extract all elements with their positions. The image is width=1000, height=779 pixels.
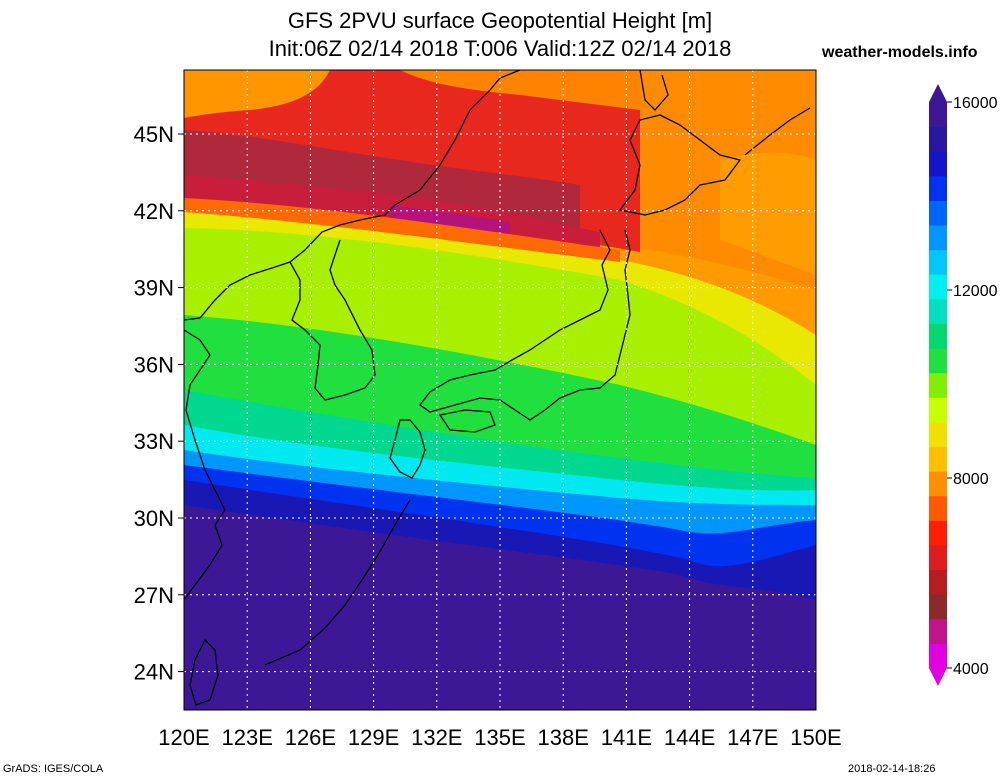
band-magenta <box>390 205 510 235</box>
latitude-label: 24N <box>134 660 174 685</box>
coastline-sakhalin <box>639 69 669 111</box>
colorbar-segment <box>929 544 947 571</box>
latitude-label: 42N <box>134 199 174 224</box>
colorbar-segment <box>929 569 947 595</box>
coastlines <box>183 69 811 706</box>
colorbar-segment <box>929 151 947 177</box>
map-plot-area <box>184 70 816 710</box>
longitude-label: 129E <box>348 725 399 750</box>
colorbar-label: 16000 <box>953 95 998 112</box>
longitude-label: 120E <box>158 725 209 750</box>
colorbar: 16000 12000 8000 4000 <box>929 84 998 686</box>
site-credit: weather-models.info <box>822 44 978 61</box>
colorbar-segment <box>929 274 947 300</box>
colorbar-segment <box>929 643 947 669</box>
coastline-asia-mainland <box>183 69 521 321</box>
coastline-taiwan <box>189 638 219 706</box>
colorbar-segment <box>929 618 947 644</box>
colorbar-segment <box>929 372 947 398</box>
colorbar-segment <box>929 397 947 423</box>
longitude-label: 135E <box>474 725 525 750</box>
colorbar-segment <box>929 446 947 472</box>
band-orange-north <box>400 70 640 110</box>
band-orange-east <box>720 152 816 275</box>
colorbar-segment <box>929 225 947 251</box>
latitude-label: 30N <box>134 506 174 531</box>
longitude-labels: 120E 123E 126E 129E 132E 135E 138E 141E 144E 147E… <box>158 725 841 750</box>
plot-frame <box>183 69 817 711</box>
map-title: GFS 2PVU surface Geopotential Height [m] <box>287 8 713 33</box>
footer-credit: GrADS: IGES/COLA <box>3 763 104 775</box>
colorbar-segment <box>929 520 947 546</box>
longitude-label: 144E <box>664 725 715 750</box>
map-subtitle: Init:06Z 02/14 2018 T:006 Valid:12Z 02/1… <box>268 36 732 61</box>
longitude-label: 141E <box>601 725 652 750</box>
colorbar-segment <box>929 323 947 349</box>
colorbar-segment <box>929 471 947 497</box>
band-orange-nw <box>184 70 330 118</box>
coastline-hokkaido <box>618 114 742 216</box>
colorbar-label: 8000 <box>953 471 989 488</box>
longitude-label: 126E <box>285 725 336 750</box>
colorbar-top-arrow <box>929 84 947 102</box>
latitude-labels: 45N 42N 39N 36N 33N 30N 27N 24N <box>134 122 184 685</box>
coastline-kurils <box>744 107 811 156</box>
coastline-korea <box>289 239 376 401</box>
coastline-kyushu <box>389 419 426 479</box>
graticule <box>184 70 816 710</box>
colorbar-segment <box>929 594 947 620</box>
latitude-label: 33N <box>134 429 174 454</box>
longitude-label: 132E <box>411 725 462 750</box>
footer-timestamp: 2018-02-14-18:26 <box>848 763 936 775</box>
longitude-label: 138E <box>538 725 589 750</box>
coastline-ryukyu <box>264 499 411 666</box>
colorbar-segment <box>929 175 947 201</box>
colorbar-label: 12000 <box>953 283 998 300</box>
latitude-label: 39N <box>134 276 174 301</box>
colorbar-segment <box>929 200 947 226</box>
band-orange-rim <box>184 198 620 262</box>
colorbar-segment <box>929 495 947 521</box>
colorbar-segment <box>929 126 947 152</box>
coastline-china-east <box>183 329 226 601</box>
coastline-honshu <box>419 229 631 421</box>
colorbar-segment <box>929 298 947 324</box>
colorbar-segment <box>929 249 947 275</box>
colorbar-bottom-arrow <box>929 668 947 686</box>
latitude-label: 27N <box>134 583 174 608</box>
colorbar-segment <box>929 348 947 374</box>
longitude-label: 123E <box>222 725 273 750</box>
colorbar-segment <box>929 102 947 128</box>
latitude-label: 45N <box>134 122 174 147</box>
colorbar-label: 4000 <box>953 661 989 678</box>
latitude-label: 36N <box>134 352 174 377</box>
colorbar-segment <box>929 421 947 448</box>
longitude-label: 147E <box>727 725 778 750</box>
coastline-shikoku <box>438 409 496 433</box>
longitude-label: 150E <box>790 725 841 750</box>
